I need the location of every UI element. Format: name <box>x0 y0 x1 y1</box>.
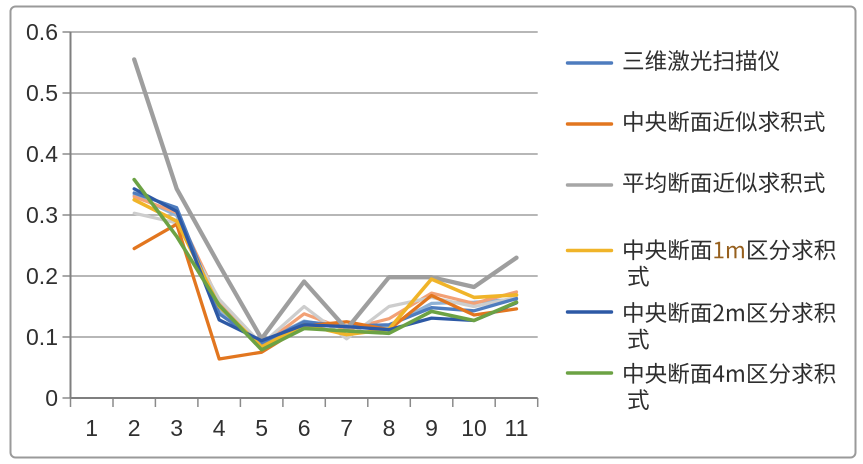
svg-text:1: 1 <box>85 415 98 441</box>
svg-text:6: 6 <box>298 415 311 441</box>
svg-text:0.4: 0.4 <box>26 141 58 167</box>
svg-text:3: 3 <box>170 415 183 441</box>
svg-text:11: 11 <box>505 415 529 441</box>
svg-text:10: 10 <box>461 415 487 441</box>
svg-text:5: 5 <box>255 415 268 441</box>
svg-text:0: 0 <box>45 385 58 411</box>
svg-text:4: 4 <box>213 415 226 441</box>
svg-text:0.5: 0.5 <box>26 80 58 106</box>
svg-text:0.1: 0.1 <box>26 324 58 350</box>
svg-text:0.2: 0.2 <box>26 263 58 289</box>
svg-text:9: 9 <box>425 415 438 441</box>
svg-text:7: 7 <box>340 415 353 441</box>
svg-text:0.3: 0.3 <box>26 202 58 228</box>
svg-text:2: 2 <box>128 415 141 441</box>
svg-text:8: 8 <box>383 415 396 441</box>
svg-text:0.6: 0.6 <box>26 19 58 45</box>
